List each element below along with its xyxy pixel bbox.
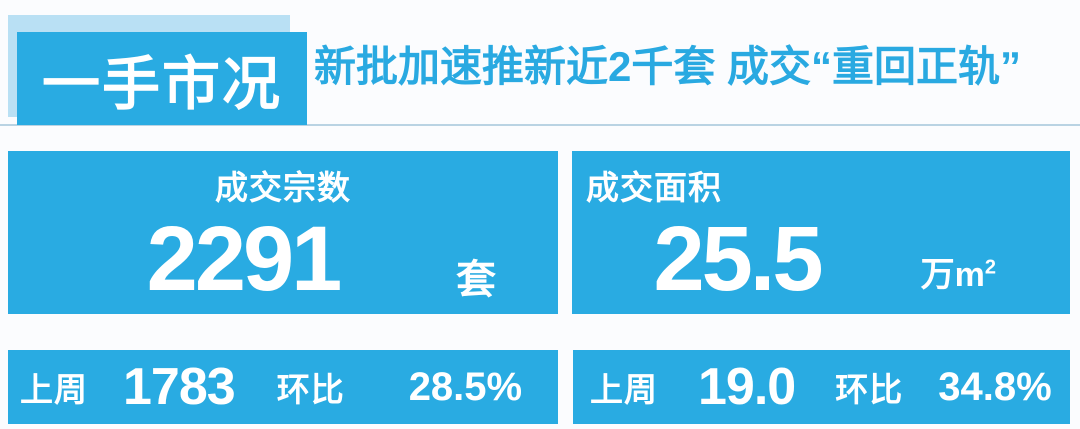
transaction-area-unit-text: 万m bbox=[920, 256, 985, 294]
title-badge: 一手市况 bbox=[17, 32, 307, 125]
card-transaction-area-value-row: 25.5 bbox=[572, 203, 1070, 314]
transaction-count-unit: 套 bbox=[456, 258, 496, 302]
page-title: 一手市况 bbox=[41, 51, 282, 117]
transaction-area-unit: 万m2 bbox=[921, 247, 996, 296]
wow-label: 环比 bbox=[835, 371, 904, 408]
wow-label: 环比 bbox=[276, 371, 345, 408]
last-week-label: 上周 bbox=[20, 371, 88, 408]
last-week-label: 上周 bbox=[590, 371, 658, 408]
transaction-area-value: 25.5 bbox=[653, 207, 823, 310]
header-underline bbox=[0, 124, 1080, 126]
bar-transaction-area-comparison: 上周 19.0 环比 34.8% bbox=[573, 350, 1070, 424]
transaction-area-unit-superscript: 2 bbox=[984, 256, 996, 279]
wow-area-percent: 34.8% bbox=[938, 364, 1052, 409]
card-transaction-area: 成交面积 25.5 万m2 bbox=[572, 151, 1070, 314]
card-transaction-area-label: 成交面积 bbox=[586, 169, 722, 206]
headline: 新批加速推新近2千套 成交“重回正轨” bbox=[314, 43, 1022, 90]
bar-transaction-count-comparison: 上周 1783 环比 28.5% bbox=[8, 350, 558, 424]
transaction-count-value: 2291 bbox=[146, 207, 343, 310]
card-transaction-count: 成交宗数 2291 套 bbox=[8, 151, 558, 314]
last-week-count-value: 1783 bbox=[123, 358, 236, 416]
last-week-area-value: 19.0 bbox=[698, 358, 796, 416]
card-transaction-count-value-row: 2291 bbox=[8, 203, 558, 314]
wow-count-percent: 28.5% bbox=[408, 364, 523, 409]
card-transaction-count-label: 成交宗数 bbox=[215, 169, 351, 206]
